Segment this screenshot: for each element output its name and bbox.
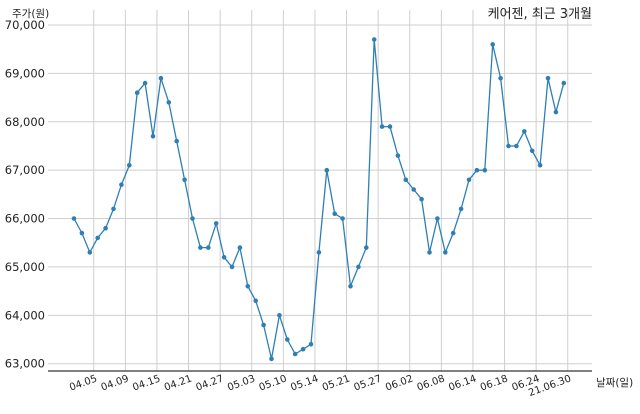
y-tick-label: 69,000 [5,66,45,80]
x-tick-label: 06.14 [447,373,478,393]
data-point [308,342,314,347]
y-tick-label: 70,000 [5,18,45,32]
x-tick-label: 05.10 [258,373,289,393]
data-point [237,245,243,250]
data-point [553,109,559,115]
data-point [261,322,266,328]
data-point [364,245,369,250]
series-line [73,39,565,360]
data-point [419,196,424,202]
data-point [127,163,132,168]
data-point [537,163,543,168]
data-point [490,42,496,47]
data-point [498,75,503,81]
x-axis-label: 날짜(일) [596,376,633,389]
data-point [182,177,187,183]
data-point [450,230,456,236]
data-point [292,351,298,357]
data-point [348,284,353,289]
data-point [213,221,219,226]
data-point [198,245,203,250]
chart-title: 케어젠, 최근 3개월 [488,7,592,22]
y-tick-label: 63,000 [5,357,45,371]
data-point [79,230,85,236]
y-axis-ticks: 63,000 64,000 65,000 66,000 67,000 68,000 69,0… [5,18,45,371]
data-point [474,167,480,173]
x-tick-label: 04.05 [68,373,99,393]
data-point [111,206,116,212]
x-tick-label: 06.18 [479,373,510,393]
data-point [103,225,108,231]
data-point [411,187,417,192]
y-tick-label: 68,000 [5,115,45,129]
data-point [545,75,551,81]
data-point [506,143,511,149]
data-point [379,124,385,129]
data-point [71,216,77,221]
data-point [324,167,330,173]
x-tick-label: 05.27 [353,373,384,393]
x-tick-label: 05.03 [226,373,257,393]
data-point [221,254,227,260]
data-point [403,177,409,183]
data-point [95,235,100,241]
data-point [514,143,519,149]
x-tick-label: 05.21 [321,373,352,393]
y-tick-label: 65,000 [5,260,45,274]
data-point [229,264,235,270]
data-point [158,75,164,81]
x-tick-label: 04.09 [100,373,131,393]
data-point [435,216,440,221]
data-point [340,216,345,221]
data-point [285,337,290,342]
data-point [371,37,377,42]
x-tick-label: 04.21 [163,373,194,393]
data-point [529,148,535,154]
data-point [174,138,179,144]
data-point [150,134,156,139]
data-point [332,211,338,216]
y-axis-label: 주가(원) [12,8,49,20]
y-tick-label: 67,000 [5,163,45,177]
x-tick-label: 06.08 [416,373,447,393]
data-point [466,177,472,183]
data-point [522,129,527,134]
data-point [427,250,432,255]
x-axis-ticks: 04.05 04.09 04.15 04.21 04.27 05.03 05.10 05.14… [68,373,573,399]
data-point [356,264,361,270]
data-point [300,346,306,352]
data-point [458,206,464,212]
data-point [119,182,124,187]
y-tick-label: 64,000 [5,308,45,322]
grid [48,10,592,371]
x-tick-label: 05.14 [289,373,320,393]
data-point [87,250,93,255]
data-point [561,80,567,86]
data-point [269,356,274,362]
x-tick-label: 06.02 [384,373,415,393]
data-point [277,313,282,318]
data-point [316,250,322,255]
data-points [71,37,567,362]
x-tick-label: 04.27 [195,373,226,393]
x-tick-label: 04.15 [131,373,162,393]
data-point [190,216,195,221]
data-point [245,284,251,289]
data-point [142,80,148,86]
data-point [482,167,488,173]
data-point [134,90,140,95]
data-point [443,250,448,255]
data-point [395,153,401,158]
data-point [166,100,172,105]
data-point [206,245,211,250]
data-point [253,298,258,304]
data-point [387,124,393,129]
y-tick-label: 66,000 [5,212,45,226]
